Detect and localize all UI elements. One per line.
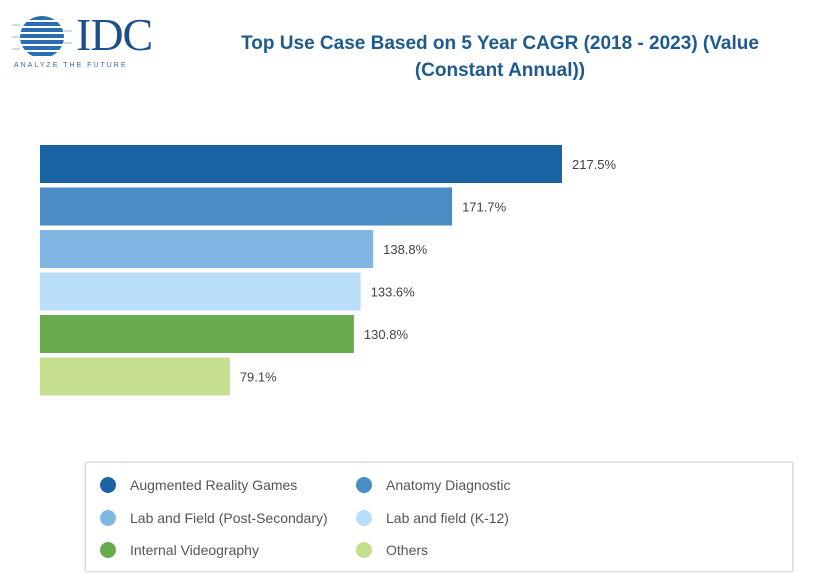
legend-swatch [100,542,116,558]
legend-label: Lab and Field (Post-Secondary) [130,510,328,526]
legend-swatch [356,542,372,558]
legend-item[interactable]: Internal Videography [100,542,259,558]
bar-6 [40,357,230,396]
bar-chart: 217.5% 171.7% 138.8% 133.6% 130.8% 79.1% [40,145,617,396]
chart-title-line-1: Top Use Case Based on 5 Year CAGR (2018 … [241,33,759,54]
bar-2 [40,187,453,226]
data-label: 79.1% [240,370,277,385]
logo-tagline: ANALYZE THE FUTURE [14,62,128,69]
data-label: 133.6% [371,285,416,300]
bar-3 [40,230,374,268]
idc-logo: IDC ANALYZE THE FUTURE [12,9,162,70]
legend-item[interactable]: Lab and Field (Post-Secondary) [100,510,328,526]
legend-label: Internal Videography [130,542,259,558]
bar-4 [40,272,361,311]
legend-item[interactable]: Others [356,542,428,558]
bar-1 [40,145,562,183]
legend: Augmented Reality Games Anatomy Diagnosti… [85,462,793,572]
legend-swatch [356,510,372,526]
legend-swatch [100,477,116,493]
chart-title: Top Use Case Based on 5 Year CAGR (2018 … [180,30,820,84]
data-label: 217.5% [572,157,617,172]
chart-title-line-2: (Constant Annual)) [414,60,586,81]
data-label: 130.8% [364,327,409,342]
legend-label: Anatomy Diagnostic [386,477,511,493]
legend-label: Augmented Reality Games [130,477,298,493]
legend-item[interactable]: Anatomy Diagnostic [356,477,511,493]
legend-item[interactable]: Augmented Reality Games [100,477,297,493]
logo-wordmark: IDC [76,9,153,60]
legend-swatch [356,477,372,493]
legend-swatch [100,510,116,526]
bar-5 [40,315,354,353]
data-label: 171.7% [462,200,507,215]
legend-label: Others [386,542,429,558]
data-label: 138.8% [383,242,428,257]
legend-label: Lab and field (K-12) [386,510,509,526]
globe-icon [12,16,72,56]
legend-item[interactable]: Lab and field (K-12) [356,510,509,526]
